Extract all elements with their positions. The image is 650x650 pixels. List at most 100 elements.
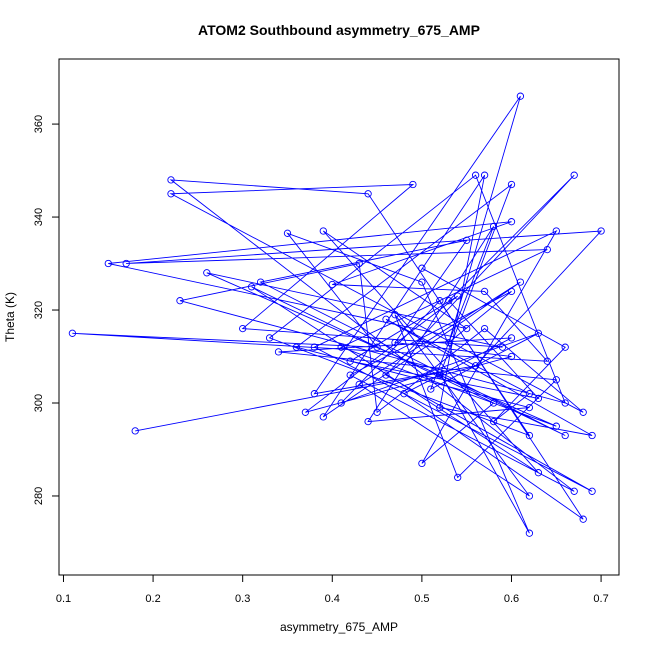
data-point [68,329,77,337]
data-point [328,280,336,289]
data-point [480,287,489,296]
data-point [516,92,525,100]
data-point [561,399,569,407]
data-point [346,357,354,365]
data-point [597,227,605,235]
x-axis-label: asymmetry_675_AMP [280,620,398,634]
data-point [239,324,247,333]
data-point [480,324,489,333]
data-point [310,343,319,351]
data-point [391,311,399,319]
data-point [274,348,283,356]
y-tick-label: 340 [33,208,45,226]
data-point [176,297,184,305]
x-tick-label: 0.7 [593,593,608,605]
plot-frame [58,58,620,576]
x-axis: 0.1 0.2 0.3 0.4 0.5 0.6 0.7 [56,574,609,605]
data-point [463,324,471,333]
data-point [265,334,274,342]
data-point [463,236,471,244]
data-point [489,222,498,231]
data-point [534,469,543,477]
data-point [525,492,534,500]
data-point [104,259,112,268]
data-point [445,297,453,305]
data-point [579,408,587,416]
data-point [427,385,435,393]
data-point [382,371,390,379]
x-tick-label: 0.5 [414,593,429,605]
data-point [525,403,534,412]
data-point [552,376,560,384]
data-point [445,338,453,347]
data-point [203,269,211,277]
data-layer [68,92,605,537]
data-point [436,403,444,412]
data-point [552,422,560,430]
x-tick-label: 0.1 [56,593,71,605]
data-point [122,259,130,268]
y-tick-label: 280 [33,487,45,505]
data-point [418,278,426,286]
data-point [454,292,462,300]
data-point [588,487,596,495]
data-point [471,362,480,370]
data-point [525,390,534,398]
data-point [131,427,139,435]
data-point [364,190,372,198]
data-point [552,227,560,235]
data-point [418,264,426,272]
y-axis: 280 300 320 340 360 [33,115,60,505]
data-point [471,171,480,179]
data-point [543,357,551,365]
data-point [507,352,516,361]
data-point [256,278,265,286]
y-tick-label: 360 [33,115,45,133]
data-point [373,408,381,416]
data-point [436,297,444,305]
data-point [516,278,525,286]
data-point [337,343,345,351]
data-point [507,287,516,296]
data-point [418,459,426,468]
data-point [364,417,372,426]
data-point [247,283,256,291]
x-tick-label: 0.6 [504,593,519,605]
data-point [507,218,516,226]
data-point [167,176,175,184]
data-point [301,408,310,416]
data-point [436,369,444,377]
data-point [489,399,498,407]
y-tick-label: 320 [33,301,45,319]
data-point [409,180,417,189]
data-point [498,343,507,351]
data-point [588,431,596,440]
data-point [507,180,516,189]
data-point [436,371,444,379]
data-point [391,338,399,347]
data-point [355,380,363,389]
data-point [337,399,345,407]
data-point [355,259,363,268]
data-point [310,390,319,398]
data-point [489,417,498,426]
data-point [570,171,578,179]
x-tick-label: 0.3 [235,593,250,605]
series-line [72,95,603,534]
data-point [534,394,543,403]
data-point [292,343,301,351]
data-point [167,190,175,198]
data-point [480,171,489,179]
data-point [561,431,569,440]
data-point [454,473,462,482]
data-point [561,343,569,351]
chart-title: ATOM2 Southbound asymmetry_675_AMP [198,22,480,38]
data-point [373,343,381,351]
data-point [579,515,587,523]
data-point [570,487,578,495]
data-point [543,245,551,254]
data-point [283,229,292,237]
data-point [525,431,534,440]
data-point [319,227,327,235]
